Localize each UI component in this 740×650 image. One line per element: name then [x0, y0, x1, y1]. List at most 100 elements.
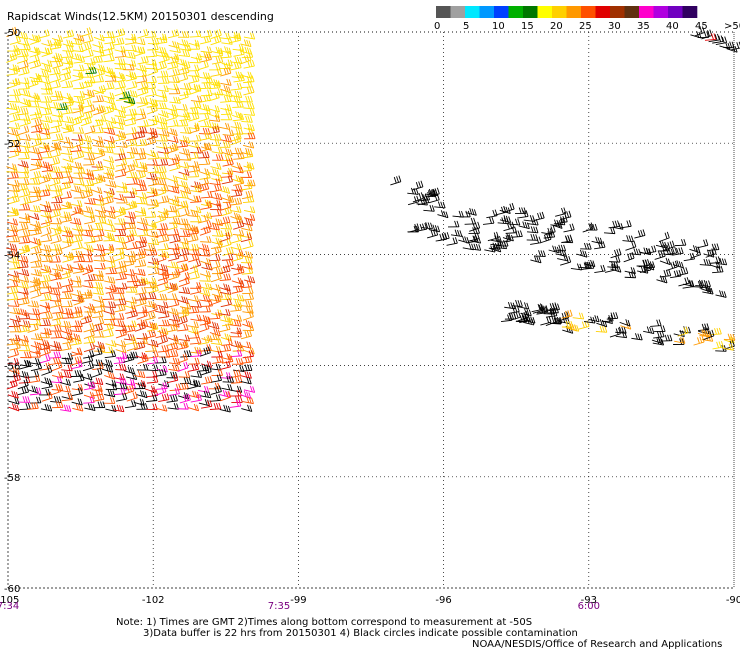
wind-barb — [201, 282, 213, 291]
wind-barb — [622, 235, 634, 243]
wind-barb — [232, 252, 244, 262]
wind-barb — [208, 223, 220, 231]
wind-barb — [156, 95, 168, 102]
wind-barb — [18, 213, 31, 221]
wind-barb — [73, 373, 85, 383]
wind-barb — [435, 233, 447, 242]
wind-barb — [210, 68, 222, 77]
wind-barb — [8, 403, 20, 412]
wind-barb — [135, 184, 148, 192]
wind-barb — [230, 61, 242, 71]
wind-barb — [201, 376, 213, 385]
wind-barb — [527, 226, 539, 234]
wind-barb — [198, 243, 210, 252]
wind-barb — [155, 178, 167, 186]
wind-barb — [166, 221, 178, 231]
wind-barb — [114, 50, 127, 58]
wind-barb — [187, 403, 200, 412]
wind-barb — [148, 266, 160, 276]
wind-barb — [155, 356, 167, 364]
wind-barb — [244, 132, 256, 140]
wind-barb — [187, 363, 200, 372]
wind-barb — [146, 303, 158, 314]
wind-barb — [82, 361, 94, 372]
wind-barb — [114, 229, 127, 237]
wind-barb — [243, 213, 256, 221]
wind-barb — [187, 264, 199, 275]
wind-barb — [93, 341, 106, 350]
wind-barb — [211, 147, 223, 155]
wind-barb — [209, 394, 222, 402]
wind-barb — [40, 210, 52, 219]
wind-barb — [157, 334, 169, 346]
wind-barb — [176, 254, 189, 263]
wind-barb — [49, 318, 62, 327]
wind-barb — [29, 318, 42, 326]
wind-barb — [209, 254, 221, 262]
wind-barb — [113, 287, 125, 294]
wind-barb — [553, 218, 566, 226]
wind-barb — [663, 240, 675, 251]
wind-barb — [39, 274, 51, 283]
wind-barb — [9, 373, 21, 384]
wind-barb — [146, 130, 158, 140]
wind-barb — [28, 374, 41, 384]
wind-barb — [210, 199, 222, 207]
wind-barb — [219, 283, 231, 292]
wind-barb — [199, 35, 212, 45]
wind-barb — [134, 278, 146, 287]
wind-barb — [126, 391, 138, 402]
wind-barb — [19, 229, 31, 238]
wind-barb — [176, 353, 188, 364]
wind-barb — [49, 165, 61, 174]
wind-barb — [167, 181, 180, 189]
wind-barb — [198, 157, 211, 166]
wind-barb — [80, 116, 92, 127]
wind-barb — [50, 331, 63, 339]
wind-barb — [155, 165, 167, 174]
wind-barb — [125, 336, 137, 346]
wind-barb — [7, 249, 19, 258]
wind-barb — [105, 339, 117, 348]
wind-barb — [27, 300, 40, 308]
wind-barb — [208, 81, 221, 90]
wind-barb — [465, 207, 477, 216]
wind-barb — [61, 278, 74, 288]
wind-barb — [137, 98, 149, 108]
wind-barb — [243, 32, 256, 40]
wind-barb — [482, 217, 495, 225]
legend-swatch — [682, 6, 698, 18]
wind-barb — [222, 129, 235, 137]
wind-barb — [146, 118, 158, 127]
wind-barb — [50, 272, 62, 281]
wind-barb — [92, 94, 105, 103]
wind-barb — [61, 230, 74, 238]
y-tick-label: -58 — [4, 473, 20, 484]
wind-barb — [609, 327, 621, 338]
wind-barb — [37, 70, 50, 78]
wind-barb — [144, 210, 157, 218]
wind-barb — [7, 209, 19, 217]
wind-barb — [29, 313, 41, 321]
wind-barb — [27, 46, 40, 54]
wind-barb — [7, 358, 20, 365]
wind-barb — [187, 151, 199, 160]
wind-barb — [134, 382, 146, 390]
legend-label: 45 — [695, 21, 708, 32]
wind-barb — [672, 260, 684, 269]
wind-barb — [221, 37, 233, 45]
wind-barb — [168, 68, 181, 78]
wind-barb — [92, 330, 104, 338]
wind-barb — [73, 33, 85, 42]
wind-barb — [208, 139, 221, 147]
wind-barb — [582, 262, 595, 270]
wind-barb — [114, 303, 126, 313]
wind-barb — [177, 72, 189, 83]
wind-barb — [166, 323, 178, 333]
wind-barb — [29, 189, 41, 198]
wind-barb — [179, 230, 191, 237]
wind-barb — [156, 404, 168, 412]
wind-barb — [147, 237, 160, 246]
wind-barb — [91, 377, 104, 385]
wind-barb — [70, 280, 82, 288]
